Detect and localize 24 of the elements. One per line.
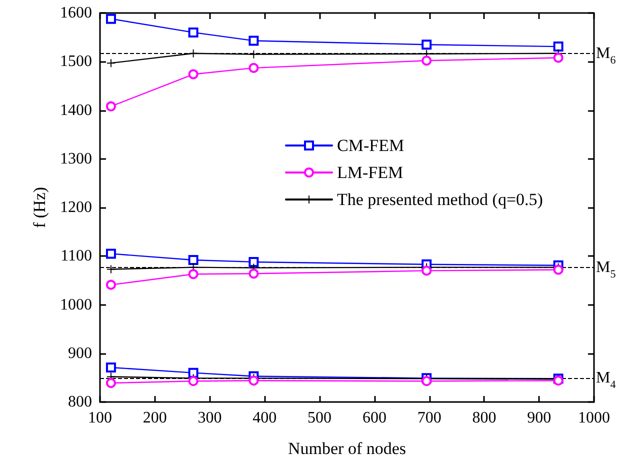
y-tick-label: 900 (68, 344, 92, 362)
y-tick-label: 1300 (60, 150, 92, 168)
x-tick-label: 300 (198, 410, 222, 426)
y-tick-label: 1100 (60, 248, 92, 265)
x-tick-label: 200 (142, 410, 167, 426)
y-tick-label: 800 (68, 394, 92, 410)
legend-label: LM-FEM (337, 163, 404, 182)
x-tick-label: 700 (417, 410, 442, 426)
x-tick-label: 1000 (578, 410, 610, 426)
legend-label: The presented method (q=0.5) (337, 190, 543, 209)
x-tick-label: 100 (88, 410, 112, 426)
x-tick-label: 800 (472, 410, 496, 426)
legend-label: CM-FEM (337, 136, 404, 155)
y-tick-label: 1400 (60, 102, 92, 119)
y-tick-label: 1000 (60, 296, 92, 314)
y-tick-label: 1500 (60, 53, 92, 70)
x-tick-label: 600 (362, 410, 386, 426)
x-tick-label: 500 (308, 410, 332, 426)
x-tick-label: 900 (527, 410, 552, 426)
x-tick-label: 400 (252, 410, 277, 426)
y-tick-label: 1200 (60, 199, 92, 216)
x-axis-title: Number of nodes (288, 439, 406, 458)
y-tick-label: 1600 (60, 4, 92, 22)
y-axis-title: f (Hz) (30, 186, 49, 228)
